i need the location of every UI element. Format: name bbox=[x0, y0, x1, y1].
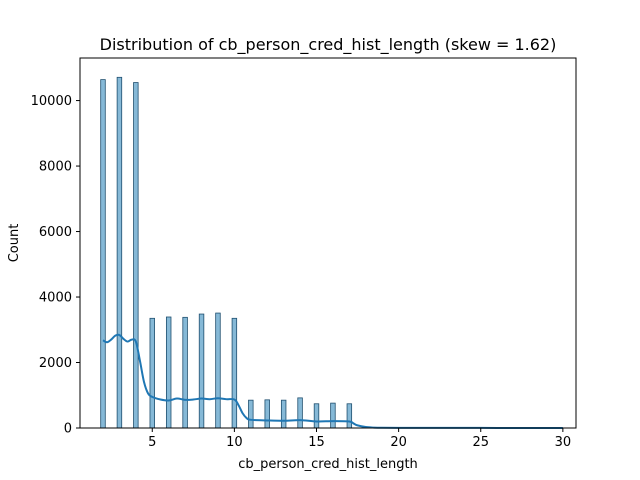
y-tick-label: 8000 bbox=[39, 160, 72, 175]
y-axis: 0 2000 4000 6000 8000 10000 bbox=[31, 94, 80, 437]
plot-frame bbox=[79, 57, 577, 429]
y-tick-label: 4000 bbox=[39, 291, 72, 306]
kde-layer bbox=[102, 333, 563, 429]
x-tick-label: 30 bbox=[555, 435, 572, 450]
histogram-bar bbox=[231, 317, 238, 429]
histogram-bar bbox=[264, 399, 270, 429]
histogram-bar bbox=[133, 82, 139, 429]
kde-curve bbox=[102, 333, 563, 429]
histogram-bar bbox=[182, 316, 188, 429]
histogram-bar bbox=[100, 79, 106, 429]
chart-title: Distribution of cb_person_cred_hist_leng… bbox=[100, 35, 557, 55]
y-axis-label: Count bbox=[7, 224, 22, 263]
x-axis-label: cb_person_cred_hist_length bbox=[238, 457, 418, 472]
x-axis: 5 10 15 20 25 30 bbox=[148, 428, 571, 450]
x-tick-label: 20 bbox=[390, 435, 407, 450]
histogram-bar bbox=[280, 399, 287, 429]
histogram-bar bbox=[149, 317, 155, 429]
x-tick-label: 15 bbox=[308, 435, 325, 450]
histogram-bar bbox=[346, 403, 353, 429]
histogram-bar bbox=[165, 316, 172, 429]
histogram-bar bbox=[313, 403, 320, 429]
x-tick-label: 10 bbox=[226, 435, 243, 450]
y-tick-label: 6000 bbox=[39, 225, 72, 240]
y-tick-label: 10000 bbox=[31, 94, 72, 109]
x-tick-label: 25 bbox=[472, 435, 489, 450]
histogram-bar bbox=[330, 402, 336, 429]
histogram-bar bbox=[215, 312, 221, 429]
histogram-bar bbox=[116, 76, 123, 429]
x-tick-label: 5 bbox=[148, 435, 156, 450]
y-tick-label: 0 bbox=[64, 422, 72, 437]
bars-layer bbox=[100, 76, 566, 429]
histogram-bar bbox=[198, 313, 205, 429]
y-tick-label: 2000 bbox=[39, 356, 72, 371]
histogram-bar bbox=[297, 397, 303, 429]
histogram-bar bbox=[248, 399, 254, 429]
